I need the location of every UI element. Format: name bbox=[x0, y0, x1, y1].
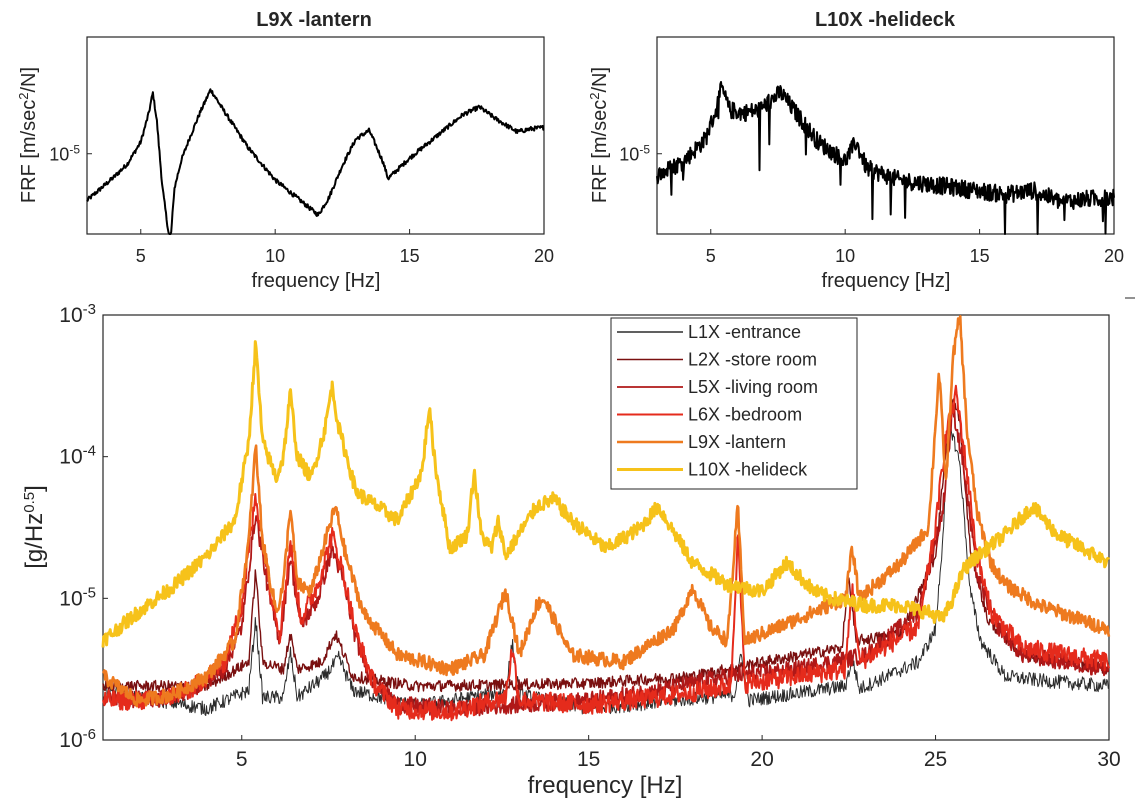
x-tick-label: 10 bbox=[404, 748, 427, 771]
ticks-layer: 5 10 15 20 10-5 bbox=[619, 143, 1124, 266]
y-axis-label: [g/Hz0.5] bbox=[21, 485, 49, 569]
x-axis-label: frequency [Hz] bbox=[528, 772, 683, 799]
plot-title: L9X -lantern bbox=[256, 9, 372, 31]
x-tick-label: 5 bbox=[236, 748, 248, 771]
y-tick-label: 10-3 bbox=[59, 301, 96, 328]
series-l2x bbox=[102, 398, 1110, 693]
series-line bbox=[656, 81, 1115, 235]
x-tick-label: 15 bbox=[970, 246, 990, 266]
series-layer bbox=[656, 81, 1115, 235]
plot-l10x: L10X -helideck 5 10 15 20 10-5 frequency [Hz… bbox=[587, 9, 1125, 292]
plot-main: 5 10 15 20 25 30 10-6 10-5 10-4 10-3 frequency [H… bbox=[21, 301, 1121, 800]
series-l6x bbox=[102, 384, 1110, 722]
x-tick-label: 5 bbox=[706, 246, 716, 266]
series-l5x bbox=[102, 404, 1110, 718]
ticks-layer: 5 10 15 20 10-5 bbox=[49, 143, 554, 266]
y-tick-label: 10-5 bbox=[619, 143, 650, 165]
legend-label: L1X -entrance bbox=[688, 322, 801, 342]
x-tick-label: 20 bbox=[750, 748, 773, 771]
legend-box bbox=[610, 317, 858, 490]
series-layer bbox=[86, 88, 545, 235]
plot-frame bbox=[86, 36, 545, 235]
x-tick-label: 10 bbox=[835, 246, 855, 266]
y-axis-label: FRF [m/sec2/N] bbox=[16, 67, 41, 203]
legend-label: L9X -lantern bbox=[688, 432, 786, 452]
legend: L1X -entrance L2X -store room L5X -living … bbox=[610, 317, 858, 490]
legend-label: L5X -living room bbox=[688, 377, 818, 397]
series-l9x bbox=[101, 315, 1111, 708]
y-axis-label: FRF [m/sec2/N] bbox=[587, 67, 612, 203]
x-tick-label: 5 bbox=[136, 246, 146, 266]
legend-label: L6X -bedroom bbox=[688, 405, 802, 425]
y-tick-label: 10-5 bbox=[59, 584, 96, 611]
plot-title: L10X -helideck bbox=[815, 9, 956, 31]
x-tick-label: 10 bbox=[265, 246, 285, 266]
x-tick-label: 15 bbox=[400, 246, 420, 266]
x-axis-label: frequency [Hz] bbox=[252, 270, 381, 292]
legend-label: L2X -store room bbox=[688, 350, 817, 370]
series-layer bbox=[101, 315, 1111, 722]
legend-items: L1X -entrance L2X -store room L5X -living … bbox=[617, 322, 818, 480]
series-line bbox=[86, 88, 545, 235]
plot-frame bbox=[656, 36, 1115, 235]
x-tick-label: 15 bbox=[577, 748, 600, 771]
y-tick-label: 10-5 bbox=[49, 143, 80, 165]
y-tick-label: 10-4 bbox=[59, 442, 96, 469]
ticks-layer: 5 10 15 20 25 30 10-6 10-5 10-4 10-3 bbox=[59, 301, 1120, 772]
x-tick-label: 20 bbox=[1104, 246, 1124, 266]
x-tick-label: 30 bbox=[1097, 748, 1120, 771]
x-tick-label: 20 bbox=[534, 246, 554, 266]
legend-label: L10X -helideck bbox=[688, 460, 808, 480]
x-tick-label: 25 bbox=[924, 748, 947, 771]
x-axis-label: frequency [Hz] bbox=[822, 270, 951, 292]
series-l10x bbox=[101, 340, 1111, 648]
y-tick-label: 10-6 bbox=[59, 726, 96, 753]
